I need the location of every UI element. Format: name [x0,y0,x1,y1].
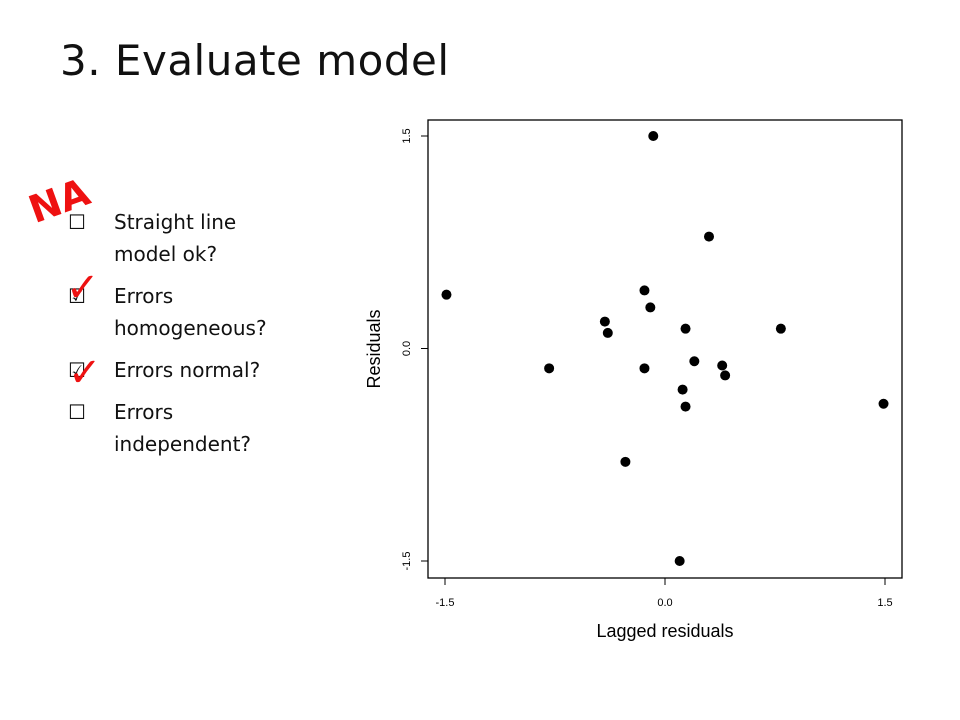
data-point [639,363,650,374]
checklist-item-straight-line: ☐ Straight line model ok? [68,206,328,270]
red-check-icon: ✓ [68,350,102,396]
data-point [720,370,731,381]
red-check-icon: ✓ [66,265,100,311]
data-point [648,131,659,141]
checklist-item-label: Errors normal? [114,354,260,386]
label-line: Errors [114,284,174,308]
checklist-item-errors-normal: ☑ Errors normal? [68,354,328,386]
x-axis: -1.5 0.0 1.5 [436,578,893,609]
y-tick-label: 0.0 [401,341,413,356]
x-tick-label: -1.5 [436,597,455,609]
data-point [602,327,613,338]
x-tick-label: 0.0 [657,597,672,609]
data-point [599,316,610,327]
label-line: model ok? [114,242,218,266]
slide-title: 3. Evaluate model [60,36,450,85]
data-point [620,456,631,467]
label-line: independent? [114,432,252,456]
data-point [775,323,786,334]
label-line: Errors [114,400,174,424]
x-axis-label: Lagged residuals [596,621,733,641]
data-point [639,285,650,296]
y-axis: -1.5 0.0 1.5 [401,128,428,570]
y-tick-label: -1.5 [401,552,413,571]
data-point [674,556,685,566]
data-point [677,384,688,395]
data-point [704,231,714,242]
checklist-item-errors-homogeneous: ☑ Errors homogeneous? [68,280,328,344]
plot-frame [427,119,903,579]
checklist-item-label: Errors independent? [114,396,251,460]
data-point [717,360,728,371]
checklist: ☐ Straight line model ok? ☑ Errors homog… [68,206,328,470]
checklist-item-label: Errors homogeneous? [114,280,267,344]
checklist-item-errors-independent: ☐ Errors independent? [68,396,328,460]
y-tick-label: 1.5 [401,128,413,143]
data-point [680,401,691,412]
checkbox-icon: ☐ [68,400,86,424]
data-point [544,363,555,374]
checked-checkbox-icon: ☑ [68,358,86,382]
checklist-item-label: Straight line model ok? [114,206,236,270]
data-point [689,356,700,367]
data-points [441,131,889,566]
data-point [645,302,656,313]
label-line: Errors normal? [114,358,261,382]
label-line: homogeneous? [114,316,267,340]
checked-checkbox-icon: ☑ [68,284,86,308]
checkbox-icon: ☐ [68,210,86,234]
data-point [878,398,889,409]
data-point [680,323,691,334]
y-axis-label: Residuals [364,309,384,388]
data-point [441,289,452,300]
x-tick-label: 1.5 [877,597,892,609]
label-line: Straight line [114,210,237,234]
